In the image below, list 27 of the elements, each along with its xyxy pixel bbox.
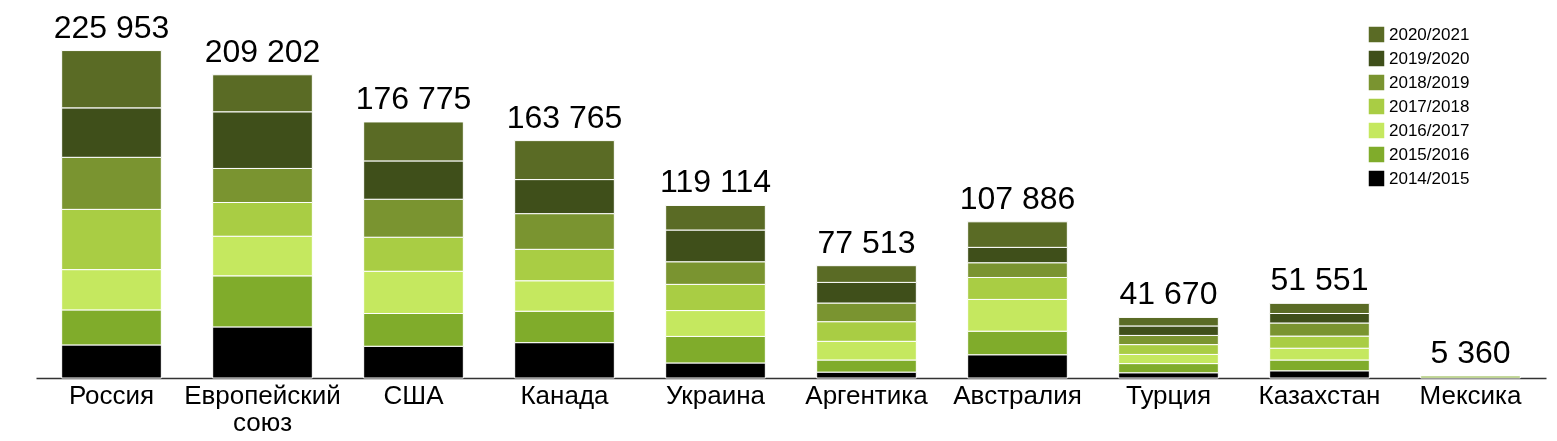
x-tick-label: Украина bbox=[666, 379, 766, 410]
annotation: 51 551 bbox=[1270, 261, 1369, 298]
annotation: 107 886 bbox=[959, 179, 1076, 216]
annotation: 163 765 bbox=[506, 98, 623, 135]
annotation: 176 775 bbox=[355, 79, 472, 116]
x-tick-label: Мексика bbox=[1419, 379, 1523, 410]
annotation: 41 670 bbox=[1119, 275, 1218, 312]
annotation: 5 360 bbox=[1430, 334, 1511, 371]
x-tick-label: США bbox=[383, 379, 445, 410]
x-tick-label: Канада bbox=[520, 379, 610, 410]
x-tick-label: Аргентика bbox=[805, 379, 929, 410]
legend-label: 2017/2018 bbox=[1389, 96, 1470, 116]
x-tick-label: Турция bbox=[1125, 379, 1212, 410]
annotation: 77 513 bbox=[817, 223, 916, 260]
legend-label: 2014/2015 bbox=[1389, 168, 1470, 188]
x-tick-label: Казахстан bbox=[1258, 379, 1381, 410]
annotation: 225 953 bbox=[53, 8, 170, 45]
x-tick-label: Россия bbox=[68, 379, 155, 410]
x-tick-label: Австралия bbox=[953, 379, 1082, 410]
annotation: 119 114 bbox=[660, 163, 771, 200]
annotation: 209 202 bbox=[204, 32, 321, 69]
legend-label: 2015/2016 bbox=[1389, 144, 1470, 164]
x-tick-label: Европейский союз bbox=[184, 379, 341, 437]
legend-label: 2019/2020 bbox=[1389, 48, 1470, 68]
legend-label: 2018/2019 bbox=[1389, 72, 1470, 92]
legend-label: 2020/2021 bbox=[1389, 24, 1470, 44]
legend-label: 2016/2017 bbox=[1389, 120, 1470, 140]
